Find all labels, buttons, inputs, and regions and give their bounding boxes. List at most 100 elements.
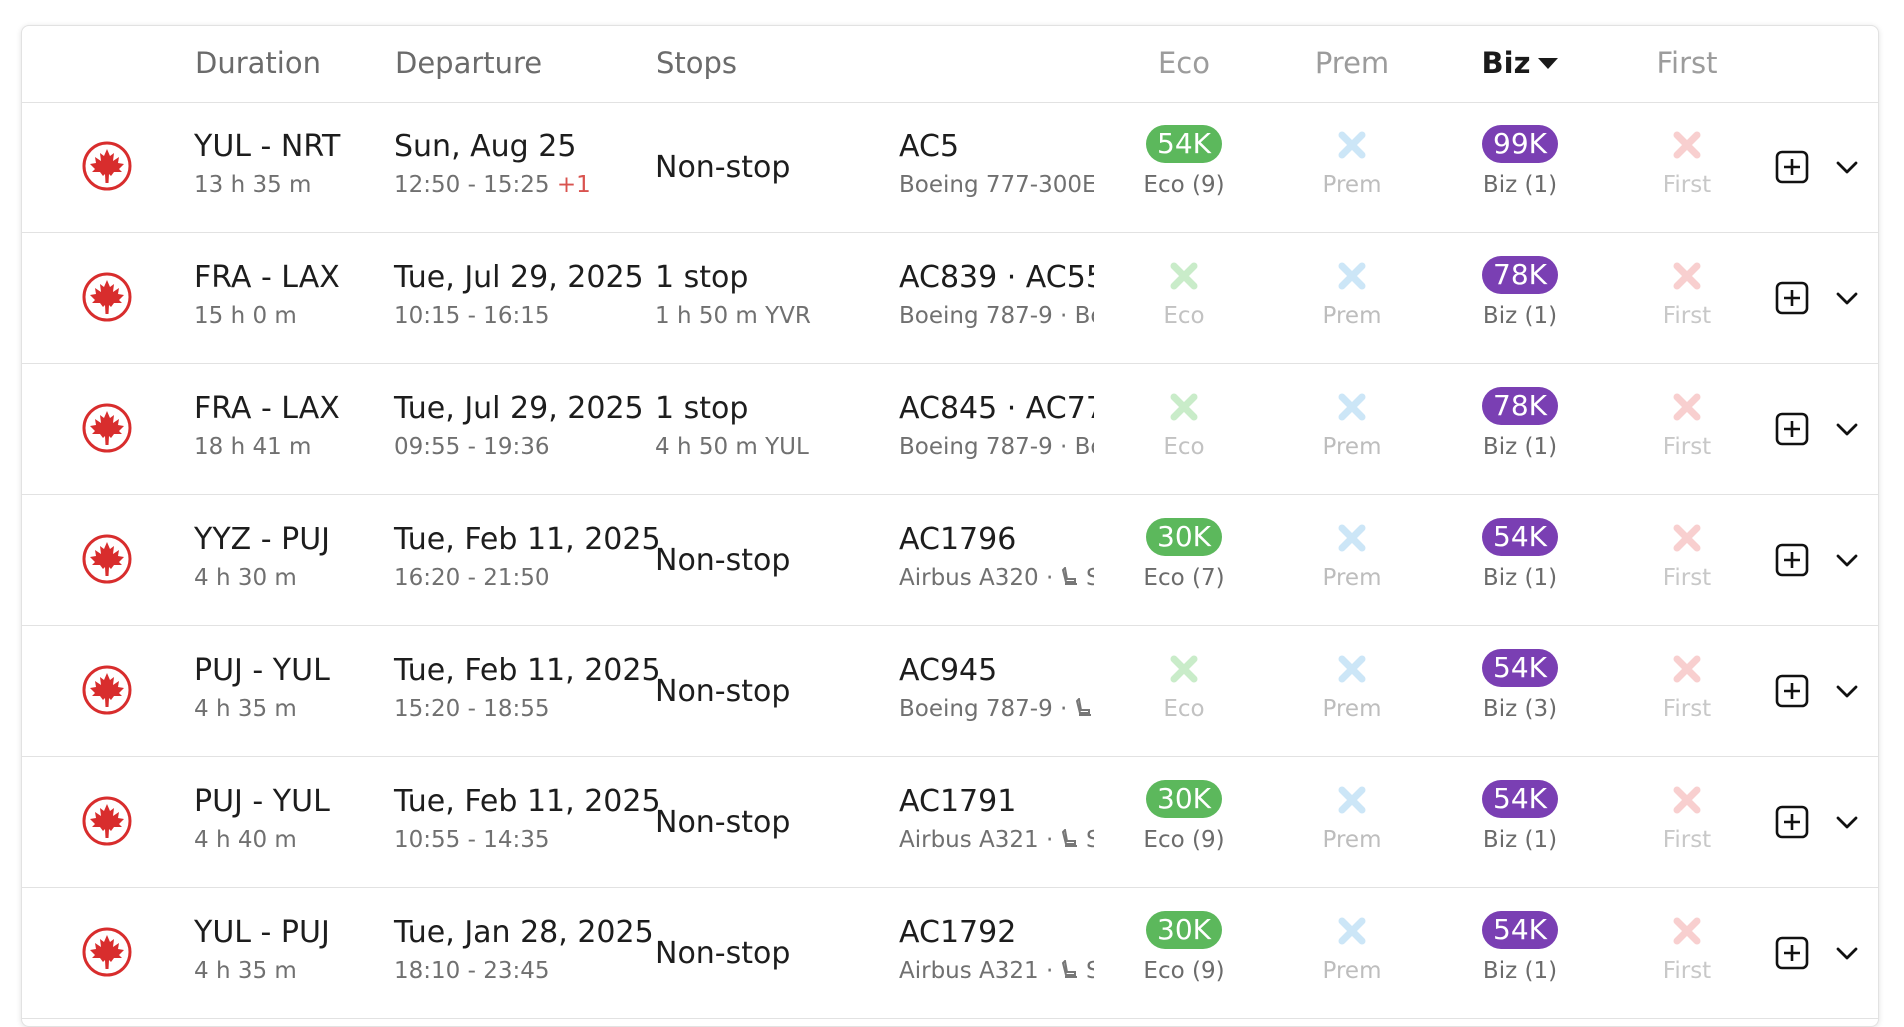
biz-cabin-cell[interactable]: 54K Biz (3) xyxy=(1460,649,1580,739)
biz-cabin-cell[interactable]: 54K Biz (1) xyxy=(1460,911,1580,1001)
add-flight-plus-icon[interactable] xyxy=(1775,543,1809,577)
air-canada-logo-icon xyxy=(81,271,133,323)
eco-seats-label: Eco (9) xyxy=(1143,958,1225,984)
flight-row[interactable]: PUJ - YUL 4 h 40 m Tue, Feb 11, 2025 10:55 … xyxy=(22,758,1878,888)
first-unavailable-x-icon xyxy=(1671,784,1703,816)
first-label: First xyxy=(1662,958,1712,984)
biz-cabin-cell[interactable]: 99K Biz (1) xyxy=(1460,125,1580,215)
eco-price-badge[interactable]: 54K xyxy=(1146,125,1222,163)
first-unavailable-x-icon xyxy=(1671,522,1703,554)
eco-cabin-cell[interactable]: 30K Eco (7) xyxy=(1124,518,1244,608)
duration: 4 h 35 m xyxy=(194,696,297,722)
prem-cabin-cell: Prem xyxy=(1292,256,1412,346)
header-duration[interactable]: Duration xyxy=(195,46,321,80)
add-flight-plus-icon[interactable] xyxy=(1775,936,1809,970)
biz-price-badge[interactable]: 78K xyxy=(1482,387,1558,425)
biz-price-badge[interactable]: 54K xyxy=(1482,518,1558,556)
first-label: First xyxy=(1662,696,1712,722)
add-flight-plus-icon[interactable] xyxy=(1775,150,1809,184)
table-header: Duration Departure Stops Eco Prem Biz Fi… xyxy=(22,26,1878,103)
flight-row[interactable]: YUL - NRT 13 h 35 m Sun, Aug 25 12:50 - 15:… xyxy=(22,103,1878,233)
add-flight-plus-icon[interactable] xyxy=(1775,805,1809,839)
aircraft: Airbus A321 · S xyxy=(899,958,1094,984)
flight-row[interactable]: FRA - LAX 15 h 0 m Tue, Jul 29, 2025 10:15 … xyxy=(22,234,1878,364)
first-unavailable-x-icon xyxy=(1671,391,1703,423)
eco-seats-label: Eco (9) xyxy=(1143,827,1225,853)
seat-icon xyxy=(1075,696,1093,718)
route: YYZ - PUJ xyxy=(194,522,330,557)
biz-cabin-cell[interactable]: 78K Biz (1) xyxy=(1460,256,1580,346)
biz-seats-label: Biz (3) xyxy=(1482,696,1558,722)
departure-times: 18:10 - 23:45 xyxy=(394,958,550,984)
time-range: 10:15 - 16:15 xyxy=(394,303,550,329)
biz-seats-label: Biz (1) xyxy=(1482,172,1558,198)
stops: Non-stop xyxy=(655,936,791,971)
first-cabin-cell: First xyxy=(1627,387,1747,477)
flight-row[interactable]: FRA - LAX 18 h 41 m Tue, Jul 29, 2025 09:55… xyxy=(22,365,1878,495)
header-first[interactable]: First xyxy=(1656,46,1718,80)
expand-chevron-down-icon[interactable] xyxy=(1834,810,1860,836)
biz-cabin-cell[interactable]: 54K Biz (1) xyxy=(1460,518,1580,608)
expand-chevron-down-icon[interactable] xyxy=(1834,548,1860,574)
flight-row[interactable]: PUJ - YUL 4 h 35 m Tue, Feb 11, 2025 15:20 … xyxy=(22,627,1878,757)
prem-cabin-cell: Prem xyxy=(1292,911,1412,1001)
add-flight-plus-icon[interactable] xyxy=(1775,674,1809,708)
prem-cabin-cell: Prem xyxy=(1292,518,1412,608)
biz-price-badge[interactable]: 78K xyxy=(1482,256,1558,294)
prem-cabin-cell: Prem xyxy=(1292,780,1412,870)
flight-row[interactable]: YUL - PUJ 4 h 35 m Tue, Jan 28, 2025 18:10 … xyxy=(22,889,1878,1019)
add-flight-plus-icon[interactable] xyxy=(1775,281,1809,315)
biz-seats-label: Biz (1) xyxy=(1482,827,1558,853)
prem-label: Prem xyxy=(1322,172,1382,198)
first-unavailable-x-icon xyxy=(1671,129,1703,161)
eco-cabin-cell[interactable]: 30K Eco (9) xyxy=(1124,780,1244,870)
expand-chevron-down-icon[interactable] xyxy=(1834,155,1860,181)
first-cabin-cell: First xyxy=(1627,911,1747,1001)
eco-cabin-cell[interactable]: 30K Eco (9) xyxy=(1124,911,1244,1001)
aircraft: Airbus A320 · S xyxy=(899,565,1094,591)
departure-times: 10:55 - 14:35 xyxy=(394,827,550,853)
flight-numbers: AC1796 xyxy=(899,522,1017,557)
biz-price-badge[interactable]: 54K xyxy=(1482,649,1558,687)
header-departure[interactable]: Departure xyxy=(395,46,543,80)
header-prem[interactable]: Prem xyxy=(1314,46,1390,80)
header-biz-sorted[interactable]: Biz xyxy=(1460,46,1580,80)
flight-row[interactable]: YYZ - PUJ 4 h 30 m Tue, Feb 11, 2025 16:20 … xyxy=(22,496,1878,626)
biz-cabin-cell[interactable]: 54K Biz (1) xyxy=(1460,780,1580,870)
expand-chevron-down-icon[interactable] xyxy=(1834,417,1860,443)
route: FRA - LAX xyxy=(194,260,340,295)
biz-seats-label: Biz (1) xyxy=(1482,958,1558,984)
header-stops[interactable]: Stops xyxy=(656,46,738,80)
header-eco[interactable]: Eco xyxy=(1157,46,1210,80)
duration: 4 h 30 m xyxy=(194,565,297,591)
prem-cabin-cell: Prem xyxy=(1292,125,1412,215)
biz-price-badge[interactable]: 54K xyxy=(1482,780,1558,818)
route: FRA - LAX xyxy=(194,391,340,426)
air-canada-logo-icon xyxy=(81,664,133,716)
prem-cabin-cell: Prem xyxy=(1292,387,1412,477)
departure-times: 09:55 - 19:36 xyxy=(394,434,550,460)
eco-cabin-cell[interactable]: 54K Eco (9) xyxy=(1124,125,1244,215)
eco-price-badge[interactable]: 30K xyxy=(1146,780,1222,818)
duration: 13 h 35 m xyxy=(194,172,312,198)
eco-price-badge[interactable]: 30K xyxy=(1146,518,1222,556)
biz-cabin-cell[interactable]: 78K Biz (1) xyxy=(1460,387,1580,477)
expand-chevron-down-icon[interactable] xyxy=(1834,941,1860,967)
first-label: First xyxy=(1662,434,1712,460)
biz-price-badge[interactable]: 54K xyxy=(1482,911,1558,949)
eco-seats-label: Eco (7) xyxy=(1143,565,1225,591)
biz-price-badge[interactable]: 99K xyxy=(1482,125,1558,163)
eco-cabin-cell: Eco xyxy=(1124,387,1244,477)
time-range: 18:10 - 23:45 xyxy=(394,958,550,984)
departure-date: Tue, Feb 11, 2025 xyxy=(394,784,661,819)
expand-chevron-down-icon[interactable] xyxy=(1834,286,1860,312)
duration: 15 h 0 m xyxy=(194,303,297,329)
aircraft-name: Boeing 787-9 · Bo xyxy=(899,434,1094,460)
day-offset: +1 xyxy=(556,172,591,198)
sort-caret-down-icon xyxy=(1538,58,1559,69)
eco-price-badge[interactable]: 30K xyxy=(1146,911,1222,949)
add-flight-plus-icon[interactable] xyxy=(1775,412,1809,446)
expand-chevron-down-icon[interactable] xyxy=(1834,679,1860,705)
aircraft-extra: S xyxy=(1085,958,1094,984)
aircraft-name: Boeing 777-300ER xyxy=(899,172,1094,198)
